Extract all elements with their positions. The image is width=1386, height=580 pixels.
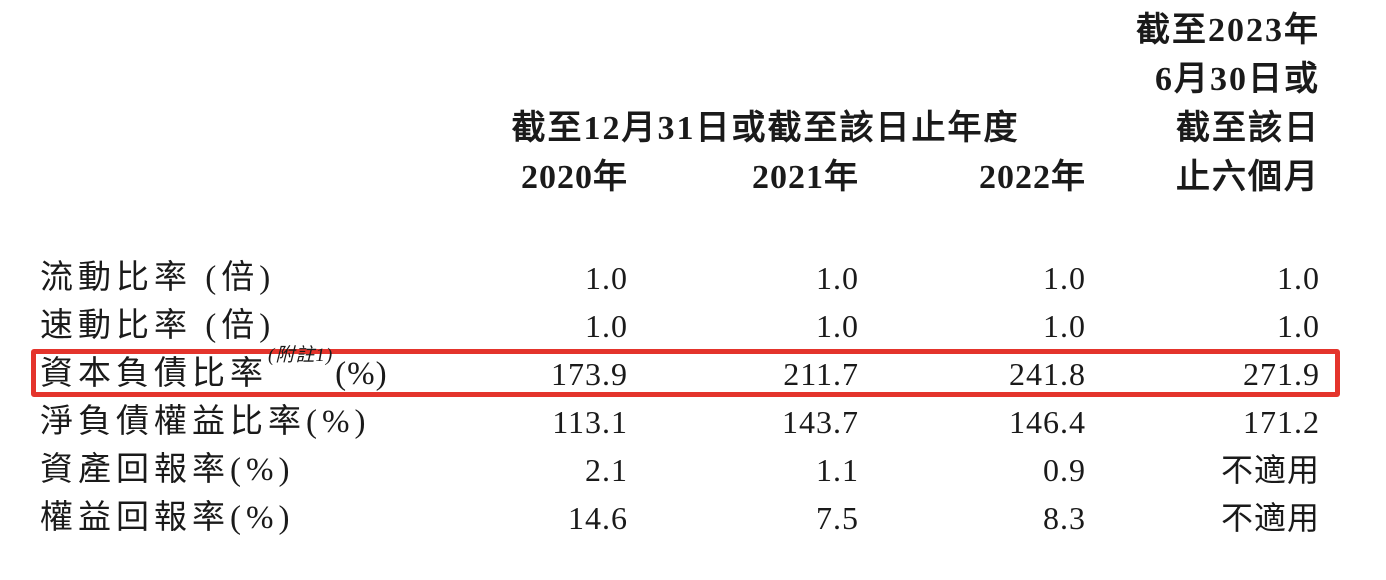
value-2022: 8.3	[1043, 500, 1086, 536]
footnote-superscript: (附註1)	[268, 345, 334, 366]
row-label-text: 速動比率 (倍)	[40, 308, 276, 344]
interim-header-line-2: 6月30日或	[1155, 61, 1320, 98]
value-2023h1: 1.0	[1277, 260, 1320, 296]
value-2022: 146.4	[1009, 404, 1086, 440]
value-2020: 14.6	[568, 500, 628, 536]
value-2020: 113.1	[552, 404, 628, 440]
value-2022: 241.8	[1009, 356, 1086, 392]
row-label-text: 資產回報率(%)	[40, 452, 295, 488]
value-2022: 1.0	[1043, 260, 1086, 296]
year-header-2021: 2021年	[752, 159, 859, 196]
value-2021: 1.0	[816, 308, 859, 344]
value-2023h1: 1.0	[1277, 308, 1320, 344]
table-row-return-on-equity: 權益回報率(%) 14.6 7.5 8.3 不適用	[40, 494, 1320, 542]
interim-header-line-4: 止六個月	[1176, 159, 1320, 196]
row-label: 資產回報率(%)	[40, 446, 445, 494]
value-2023h1: 271.9	[1243, 356, 1320, 392]
row-label: 權益回報率(%)	[40, 494, 445, 542]
annual-period-header: 截至12月31日或截至該日止年度	[511, 110, 1020, 147]
row-label-text: 淨負債權益比率(%)	[40, 404, 371, 440]
row-label-text: 流動比率 (倍)	[40, 260, 276, 296]
table-row-net-debt-equity-ratio: 淨負債權益比率(%) 113.1 143.7 146.4 171.2	[40, 398, 1320, 446]
table-row-quick-ratio: 速動比率 (倍) 1.0 1.0 1.0 1.0	[40, 302, 1320, 350]
value-2022: 1.0	[1043, 308, 1086, 344]
value-2023h1: 171.2	[1243, 404, 1320, 440]
interim-header-line-3: 截至該日	[1176, 110, 1320, 147]
interim-header-line-1: 截至2023年	[1136, 12, 1320, 49]
value-2021: 7.5	[816, 500, 859, 536]
year-header-2022: 2022年	[979, 159, 1086, 196]
row-label: 流動比率 (倍)	[40, 254, 445, 302]
ratios-table: 截至12月31日或截至該日止年度 2020年 2021年 2022年 截至202…	[31, 0, 1340, 542]
value-2020: 173.9	[551, 356, 628, 392]
table-header: 截至12月31日或截至該日止年度 2020年 2021年 2022年 截至202…	[40, 0, 1320, 202]
row-label-text: 權益回報率(%)	[40, 500, 295, 536]
row-label-unit: (%)	[335, 356, 388, 392]
interim-period-header: 截至2023年 6月30日或 截至該日 止六個月	[1086, 6, 1320, 202]
value-2023h1: 不適用	[1220, 500, 1320, 536]
year-header-row: 2020年 2021年 2022年	[445, 153, 1086, 202]
row-label: 資本負債比率(附註1)(%)	[40, 346, 445, 398]
table-row-return-on-assets: 資產回報率(%) 2.1 1.1 0.9 不適用	[40, 446, 1320, 494]
value-2020: 1.0	[585, 260, 628, 296]
value-2020: 2.1	[585, 452, 628, 488]
table-row-current-ratio: 流動比率 (倍) 1.0 1.0 1.0 1.0	[40, 254, 1320, 302]
value-2021: 1.0	[816, 260, 859, 296]
value-2023h1: 不適用	[1220, 452, 1320, 488]
annual-period-column: 截至12月31日或截至該日止年度 2020年 2021年 2022年	[445, 104, 1086, 202]
value-2021: 143.7	[782, 404, 859, 440]
table-row-gearing-ratio-highlighted: 資本負債比率(附註1)(%) 173.9 211.7 241.8 271.9	[31, 346, 1340, 398]
value-2021: 1.1	[816, 452, 859, 488]
row-label-text: 資本負債比率	[40, 356, 268, 392]
table-body: 流動比率 (倍) 1.0 1.0 1.0 1.0 速動比率 (倍) 1.0 1.…	[31, 254, 1340, 542]
row-label: 速動比率 (倍)	[40, 302, 445, 350]
row-label: 淨負債權益比率(%)	[40, 398, 445, 446]
value-2021: 211.7	[783, 356, 859, 392]
value-2022: 0.9	[1043, 452, 1086, 488]
value-2020: 1.0	[585, 308, 628, 344]
year-header-2020: 2020年	[521, 159, 628, 196]
